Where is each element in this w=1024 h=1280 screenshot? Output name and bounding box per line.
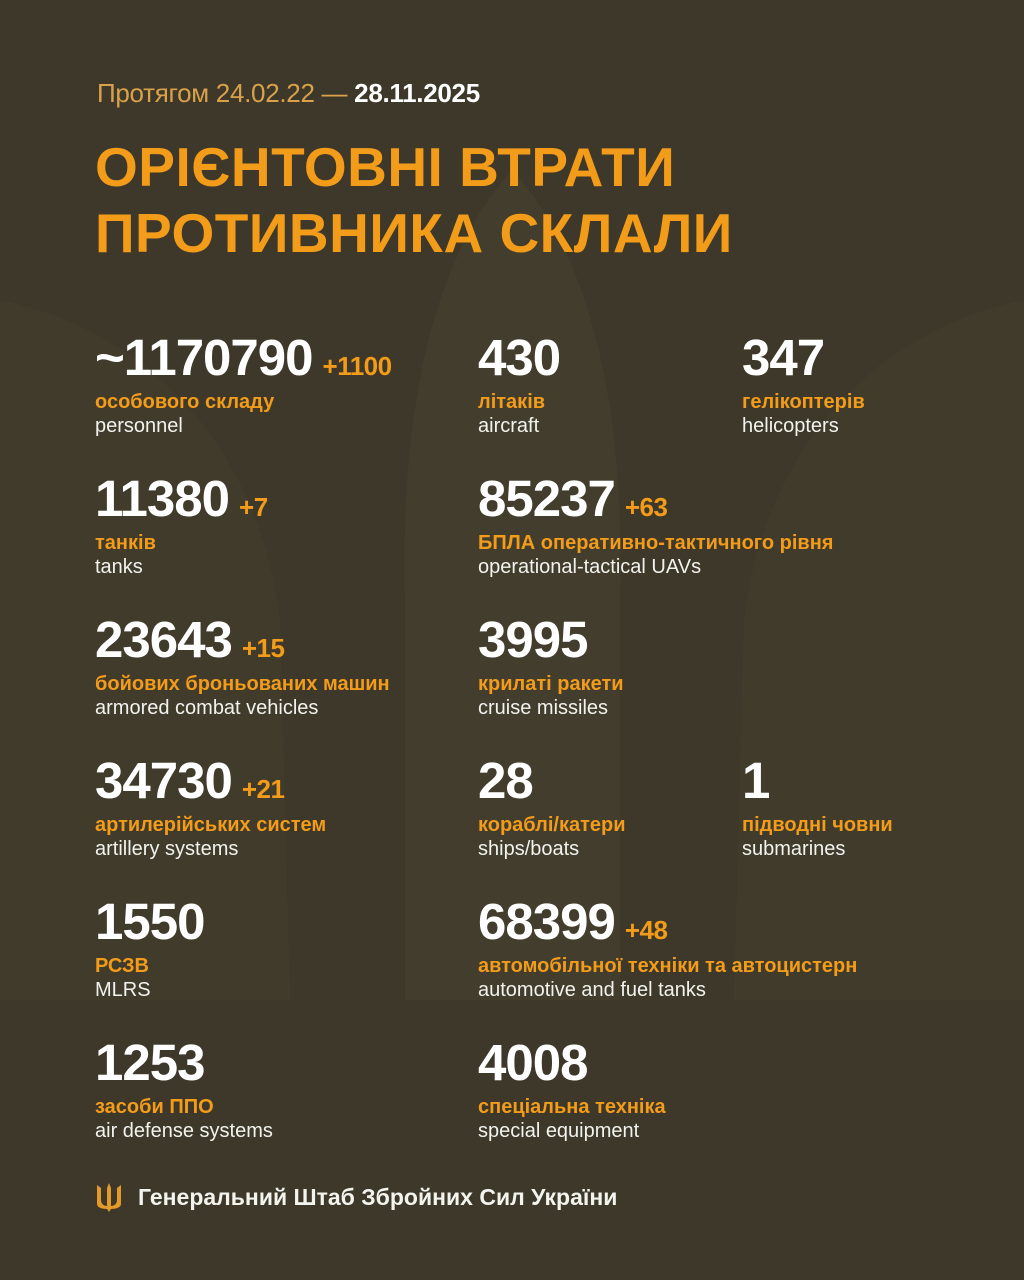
stat-label-en: automotive and fuel tanks bbox=[478, 979, 706, 1001]
stat-delta: +21 bbox=[241, 774, 285, 804]
stat-submarines: 1 підводні човни submarines bbox=[742, 753, 893, 862]
stat-label-ua: БПЛА оперативно-тактичного рівня bbox=[478, 532, 834, 554]
stat-value: 430 bbox=[478, 329, 561, 386]
stat-mlrs: 1550 РСЗВ MLRS bbox=[95, 893, 205, 1003]
stat-label-ua: літаків bbox=[478, 391, 546, 413]
stat-label-ua: артилерійських систем bbox=[95, 814, 327, 836]
stat-label-en: submarines bbox=[742, 838, 846, 860]
period-end-date: 28.11.2025 bbox=[354, 78, 480, 108]
stat-special-equipment: 4008 спеціальна техніка special equipment bbox=[478, 1035, 666, 1144]
stat-value: 34730 bbox=[95, 752, 233, 809]
stat-label-en: aircraft bbox=[478, 415, 540, 437]
stat-label-en: MLRS bbox=[95, 979, 151, 1001]
stat-value: 3995 bbox=[478, 611, 588, 668]
footer-org-name: Генеральний Штаб Збройних Сил України bbox=[138, 1183, 618, 1210]
stat-value: 85237 bbox=[478, 470, 616, 527]
stat-delta: +7 bbox=[239, 492, 268, 522]
stat-label-ua: спеціальна техніка bbox=[478, 1096, 666, 1118]
page-title: ОРІЄНТОВНІ ВТРАТИ ПРОТИВНИКА СКЛАЛИ bbox=[95, 134, 733, 266]
stat-label-en: personnel bbox=[95, 415, 183, 437]
stat-value: 1550 bbox=[95, 893, 205, 950]
stat-value: 347 bbox=[742, 329, 825, 386]
stat-value: 11380 bbox=[95, 470, 230, 527]
stat-value: 23643 bbox=[95, 611, 233, 668]
stat-label-en: cruise missiles bbox=[478, 697, 609, 719]
stat-tanks: 11380 +7 танків tanks bbox=[95, 471, 268, 580]
stat-value: 28 bbox=[478, 752, 534, 809]
stat-label-ua: підводні човни bbox=[742, 814, 893, 836]
stat-label-en: special equipment bbox=[478, 1120, 640, 1142]
stat-label-ua: крилаті ракети bbox=[478, 673, 624, 695]
stat-delta: +48 bbox=[624, 915, 668, 945]
stat-label-ua: кораблі/катери bbox=[478, 814, 626, 836]
stat-delta: +15 bbox=[241, 633, 285, 663]
stat-label-ua: РСЗВ bbox=[95, 955, 149, 977]
footer: Генеральний Штаб Збройних Сил України bbox=[96, 1182, 617, 1212]
stat-value: 1253 bbox=[95, 1034, 205, 1091]
stat-label-en: armored combat vehicles bbox=[95, 697, 319, 719]
stat-label-en: ships/boats bbox=[478, 838, 580, 860]
stat-label-ua: засоби ППО bbox=[95, 1096, 214, 1118]
stat-label-ua: особового складу bbox=[95, 391, 275, 413]
stat-automotive-and-fuel-tanks: 68399 +48 автомобільної техніки та автоцис… bbox=[478, 894, 857, 1003]
stat-label-ua: гелікоптерів bbox=[742, 391, 865, 413]
trident-icon bbox=[97, 1183, 121, 1212]
period-start: Протягом 24.02.22 — bbox=[97, 78, 348, 108]
stat-personnel: ~1170790 +1100 особового складу personnel bbox=[95, 330, 392, 439]
stat-label-en: air defense systems bbox=[95, 1120, 273, 1142]
stat-delta: +1100 bbox=[322, 351, 393, 381]
stat-air-defense-systems: 1253 засоби ППО air defense systems bbox=[95, 1035, 273, 1144]
stat-value: ~1170790 bbox=[95, 329, 314, 386]
title-line-2: ПРОТИВНИКА СКЛАЛИ bbox=[95, 202, 733, 264]
stat-label-ua: автомобільної техніки та автоцистерн bbox=[478, 955, 858, 977]
stat-label-en: artillery systems bbox=[95, 838, 239, 860]
title-line-1: ОРІЄНТОВНІ ВТРАТИ bbox=[95, 136, 676, 198]
stat-value: 1 bbox=[742, 752, 770, 809]
stat-artillery-systems: 34730 +21 артилерійських систем artillery s… bbox=[95, 753, 326, 862]
stat-armored-combat-vehicles: 23643 +15 бойових броньованих машин armored… bbox=[95, 612, 390, 721]
stat-label-ua: танків bbox=[95, 532, 156, 554]
stat-label-en: operational-tactical UAVs bbox=[478, 556, 702, 578]
stat-label-en: helicopters bbox=[742, 415, 839, 437]
stat-helicopters: 347 гелікоптерів helicopters bbox=[742, 330, 865, 439]
stat-value: 4008 bbox=[478, 1034, 588, 1091]
stat-delta: +63 bbox=[624, 492, 668, 522]
period-range: Протягом 24.02.22 — 28.11.2025 bbox=[97, 78, 480, 109]
stat-label-ua: бойових броньованих машин bbox=[95, 673, 390, 695]
stat-operational-tactical-uavs: 85237 +63 БПЛА оперативно-тактичного рівня… bbox=[478, 471, 833, 580]
stat-ships-boats: 28 кораблі/катери ships/boats bbox=[478, 753, 626, 862]
stat-value: 68399 bbox=[478, 893, 616, 950]
stat-cruise-missiles: 3995 крилаті ракети cruise missiles bbox=[478, 612, 624, 721]
stat-label-en: tanks bbox=[95, 556, 143, 578]
stat-aircraft: 430 літаків aircraft bbox=[478, 329, 561, 439]
